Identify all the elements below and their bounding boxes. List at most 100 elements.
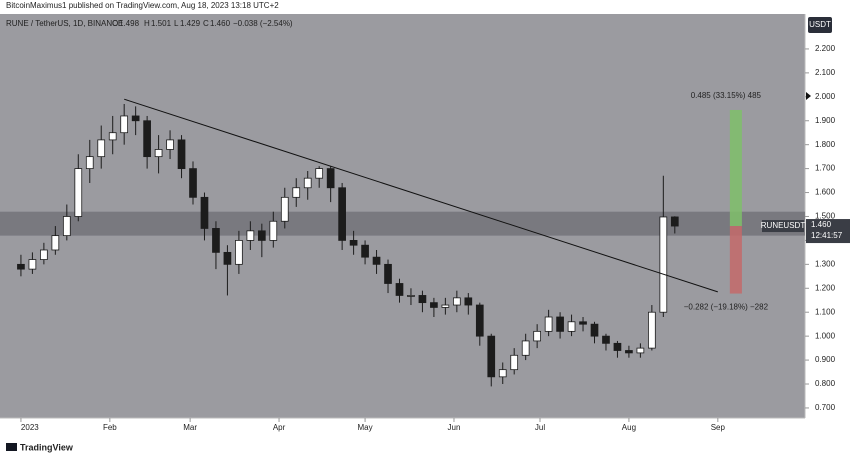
price-tag-label: 1.460 [811, 220, 832, 229]
footer: TradingView [6, 442, 74, 452]
close-label: C [203, 19, 209, 28]
candle-body [97, 139, 106, 158]
x-tick-label: Mar [183, 423, 197, 432]
candle-body [510, 354, 519, 371]
candle-body [269, 220, 278, 241]
candle-body [315, 168, 324, 179]
candle-body [659, 216, 668, 313]
x-tick-label: Jun [448, 423, 461, 432]
symbol: RUNE / TetherUS, 1D, BINANCE [6, 19, 123, 28]
y-tick-label: 0.900 [815, 355, 836, 364]
high: 1.501 [151, 19, 172, 28]
candle-body [303, 177, 312, 189]
candle-body [533, 330, 541, 342]
candle-body [257, 230, 266, 241]
candle-body [579, 321, 587, 325]
target-label: 0.485 (33.15%) 485 [691, 91, 762, 100]
candle-body [441, 304, 450, 308]
candle-body [131, 115, 140, 122]
y-tick-label: 1.000 [815, 331, 836, 340]
candle-body [636, 347, 645, 354]
candle-body [567, 321, 576, 332]
candle-body [395, 283, 404, 296]
candle-body [200, 196, 209, 229]
candle-body [453, 297, 461, 306]
target-marker [806, 91, 811, 100]
close: 1.460 [210, 19, 231, 28]
candle-body [556, 316, 564, 332]
candle-body [235, 240, 243, 265]
candle-body [51, 235, 60, 251]
candle-body [166, 139, 174, 150]
x-tick-label: Aug [622, 423, 636, 432]
low-label: L [174, 19, 179, 28]
candle-body [338, 187, 346, 241]
change: −0.038 (−2.54%) [233, 19, 293, 28]
high-label: H [144, 19, 150, 28]
candle-body [648, 311, 656, 349]
candle-body [280, 196, 289, 222]
candle-body [602, 335, 610, 344]
y-tick-label: 2.000 [815, 92, 836, 101]
x-tick-label: Jul [535, 423, 545, 432]
x-tick-label: 2023 [21, 423, 39, 432]
candle-body [498, 369, 507, 378]
y-tick-label: 0.800 [815, 379, 836, 388]
candle-body [292, 187, 301, 198]
candle-body [62, 216, 71, 237]
candle-body [487, 335, 496, 378]
candle-body [625, 350, 633, 354]
logo [6, 443, 17, 451]
candle-body [418, 295, 427, 304]
price-tag [806, 219, 850, 244]
candle-body [430, 302, 438, 308]
y-tick-label: 2.200 [815, 44, 836, 53]
ohlc-legend: RUNE / TetherUS, 1D, BINANCE O 1.498 H 1… [6, 19, 293, 28]
candle-body [246, 230, 255, 241]
candle-body [670, 216, 679, 227]
candle-body [544, 316, 553, 332]
stop-box [729, 226, 742, 294]
trendline [124, 98, 718, 293]
y-tick-label: 1.600 [815, 188, 836, 197]
candle-body [40, 249, 48, 260]
y-tick-label: 1.200 [815, 283, 836, 292]
support-zone [0, 211, 805, 236]
candle-body [521, 340, 530, 356]
x-tick-label: Sep [711, 423, 726, 432]
symbol-tag [762, 220, 804, 233]
brand: TradingView [20, 442, 74, 452]
y-tick-label: 1.100 [815, 307, 836, 316]
stop-label: −0.282 (−19.18%) −282 [684, 303, 769, 312]
y-tick-label: 1.300 [815, 259, 836, 268]
candle-body [177, 139, 186, 170]
candle-body [372, 256, 381, 265]
symbol-tag-label: RUNEUSDT [761, 221, 806, 230]
y-tick-label: 1.700 [815, 164, 836, 173]
candle-body [154, 149, 163, 158]
candle-body [108, 132, 117, 141]
unit: USDT [809, 20, 831, 29]
y-tick-label: 1.500 [815, 212, 836, 221]
candle-body [212, 228, 220, 253]
candle-body [17, 263, 25, 270]
candle-body [407, 295, 415, 297]
target-box [729, 109, 742, 227]
candle-body [143, 120, 151, 158]
candle-body [384, 263, 392, 284]
candle-body [74, 168, 83, 217]
publisher: BitcoinMaximus1 published on TradingView… [6, 1, 279, 10]
candle-body [326, 168, 335, 189]
candle-body [120, 115, 129, 134]
y-tick-label: 1.800 [815, 140, 836, 149]
low: 1.429 [180, 19, 201, 28]
y-tick-label: 0.700 [815, 403, 836, 412]
open-label: O [112, 19, 118, 28]
candle-body [464, 297, 473, 306]
x-tick-label: Feb [103, 423, 117, 432]
candle-body [590, 323, 599, 337]
candle-body [349, 240, 358, 246]
candle-body [28, 259, 37, 270]
